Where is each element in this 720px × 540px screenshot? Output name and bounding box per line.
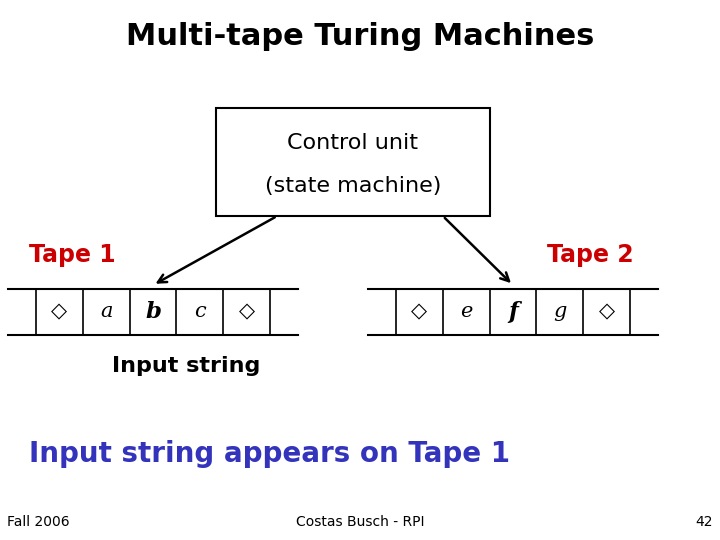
Text: (state machine): (state machine) [265,176,441,196]
Text: Control unit: Control unit [287,132,418,153]
Text: Tape 2: Tape 2 [547,244,634,267]
Text: Multi-tape Turing Machines: Multi-tape Turing Machines [126,22,594,51]
Text: ◇: ◇ [51,302,68,321]
Text: Costas Busch - RPI: Costas Busch - RPI [296,515,424,529]
FancyBboxPatch shape [216,108,490,216]
Text: Input string appears on Tape 1: Input string appears on Tape 1 [29,440,510,468]
Text: b: b [145,301,161,323]
Text: Tape 1: Tape 1 [29,244,115,267]
Text: c: c [194,302,206,321]
Text: ◇: ◇ [238,302,255,321]
Text: g: g [553,302,567,321]
Text: 42: 42 [696,515,713,529]
Text: a: a [100,302,112,321]
Text: ◇: ◇ [411,302,428,321]
Text: Input string: Input string [112,356,260,376]
Text: f: f [508,301,518,323]
Text: ◇: ◇ [598,302,615,321]
Text: Fall 2006: Fall 2006 [7,515,70,529]
Text: e: e [460,302,472,321]
